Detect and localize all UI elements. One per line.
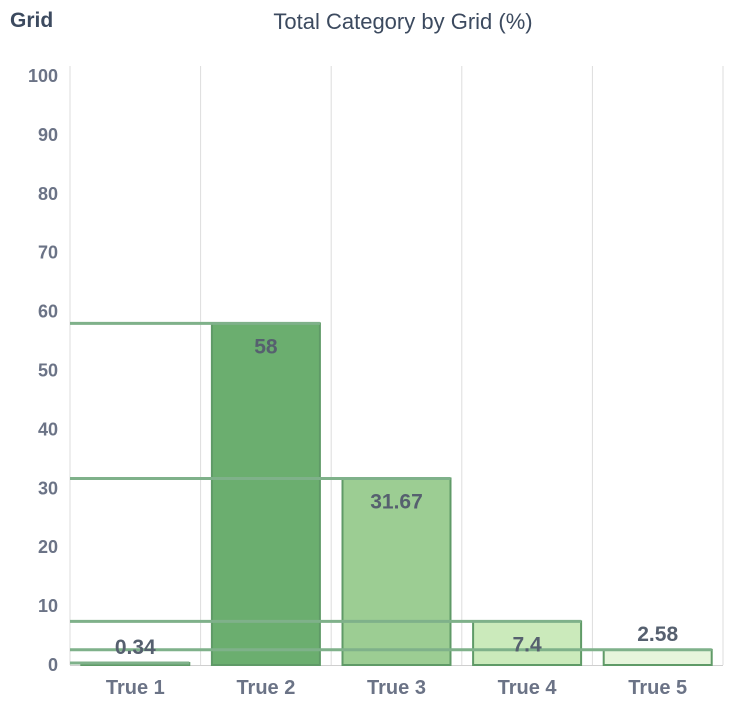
y-tick-label: 70 bbox=[38, 243, 58, 263]
y-tick-label: 30 bbox=[38, 478, 58, 498]
y-tick-label: 80 bbox=[38, 184, 58, 204]
x-tick-label: True 5 bbox=[628, 677, 687, 699]
bar bbox=[602, 648, 713, 666]
y-tick-label: 0 bbox=[48, 655, 58, 675]
data-label: 31.67 bbox=[370, 490, 423, 513]
y-tick-label: 60 bbox=[38, 302, 58, 322]
x-tick-label: True 2 bbox=[236, 677, 295, 699]
chart-title: Total Category by Grid (%) bbox=[273, 9, 533, 34]
legend-label: Grid bbox=[10, 9, 54, 32]
y-tick-label: 90 bbox=[38, 125, 58, 145]
data-label: 7.4 bbox=[512, 633, 542, 656]
x-tick-label: True 1 bbox=[106, 677, 165, 699]
data-label: 2.58 bbox=[637, 623, 678, 646]
y-tick-label: 50 bbox=[38, 361, 58, 381]
data-label: 58 bbox=[254, 335, 278, 358]
y-tick-label: 10 bbox=[38, 596, 58, 616]
x-tick-label: True 4 bbox=[498, 677, 558, 699]
x-tick-label: True 3 bbox=[367, 677, 426, 699]
data-label: 0.34 bbox=[115, 636, 156, 659]
bar bbox=[341, 477, 452, 667]
y-tick-label: 100 bbox=[28, 66, 58, 86]
y-tick-label: 20 bbox=[38, 537, 58, 557]
y-tick-label: 40 bbox=[38, 419, 58, 439]
bar bbox=[210, 322, 321, 666]
